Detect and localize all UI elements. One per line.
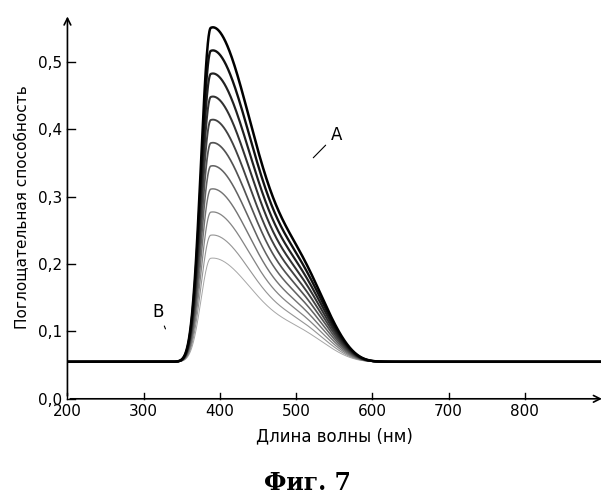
- X-axis label: Длина волны (нм): Длина волны (нм): [256, 427, 413, 445]
- Text: A: A: [314, 126, 342, 158]
- Text: Фиг. 7: Фиг. 7: [264, 471, 352, 495]
- Text: B: B: [153, 302, 166, 329]
- Y-axis label: Поглощательная способность: Поглощательная способность: [15, 85, 30, 329]
